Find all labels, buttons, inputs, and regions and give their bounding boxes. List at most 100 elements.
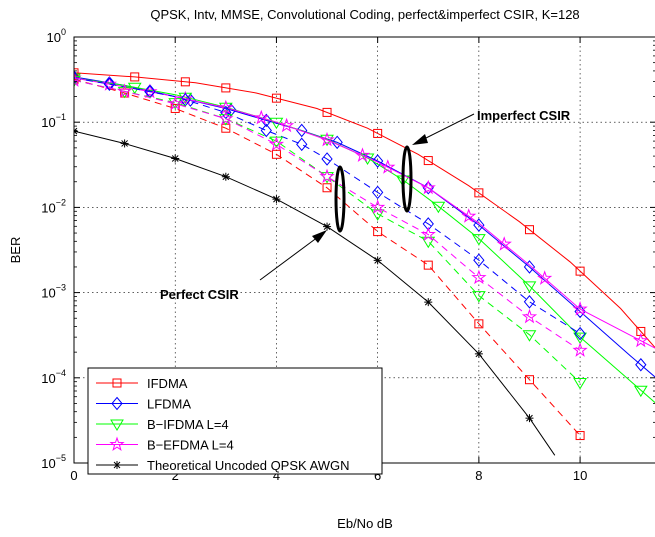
data-point-ifdma-imperfect [474,188,484,198]
y-tick-base: 10 [41,286,55,301]
perfect-csir-label: Perfect CSIR [160,287,239,302]
data-point-lfdma-imperfect [635,357,647,372]
data-point-ifdma-imperfect [74,68,79,78]
data-point-b-efdma-l-4-imperfect [537,270,553,285]
legend-marker [112,378,122,388]
y-tick-exponent: −5 [56,453,66,463]
data-point-ifdma-perfect [271,149,281,159]
data-point-lfdma-perfect [372,185,384,200]
data-point-b-efdma-l-4-perfect [319,168,335,184]
y-tick-exponent: −1 [56,112,66,122]
data-point-b-efdma-l-4-perfect [268,136,285,151]
data-point-lfdma-imperfect [523,260,536,274]
series-layer [74,68,655,456]
series-ifdma-imperfect [74,68,655,349]
y-tick-label: 10−3 [41,283,66,301]
y-tick-base: 10 [41,200,55,215]
y-tick-base: 10 [41,115,55,130]
data-point-theoretical-uncoded-qpsk-awgn-theory [373,256,382,265]
data-point-b-efdma-l-4-imperfect [354,147,371,162]
series-line-b-efdma-l-4-imperfect [74,77,655,349]
legend-marker [109,436,125,452]
legend-item-b-efdma-l-4: B−EFDMA L=4 [96,436,234,453]
legend-item-b-ifdma-l-4: B−IFDMA L=4 [96,417,229,432]
data-point-theoretical-uncoded-qpsk-awgn-theory [323,222,332,231]
legend-label: IFDMA [147,376,188,391]
data-point-b-ifdma-l-4-imperfect [431,201,446,214]
data-point-b-efdma-l-4-imperfect [380,159,396,174]
data-point-b-efdma-l-4-imperfect [278,117,295,133]
data-point-lfdma-perfect [574,326,586,341]
data-point-ifdma-perfect [474,319,484,329]
y-tick-base: 10 [41,371,55,386]
data-point-b-efdma-l-4-imperfect [633,332,649,348]
y-tick-base: 10 [47,30,61,45]
annotation-perfect-csir: Perfect CSIR [160,165,346,302]
y-tick-label: 10−5 [41,453,66,471]
y-tick-exponent: −2 [56,197,66,207]
data-point-theoretical-uncoded-qpsk-awgn-theory [424,298,433,307]
data-point-theoretical-uncoded-qpsk-awgn-theory [74,127,78,136]
x-tick-label: 4 [273,468,280,483]
data-point-ifdma-imperfect [322,107,332,117]
data-point-lfdma-imperfect [473,218,485,232]
legend-label: Theoretical Uncoded QPSK AWGN [147,458,350,473]
data-point-b-efdma-l-4-perfect [370,199,386,214]
x-tick-label: 2 [172,468,179,483]
data-point-b-efdma-l-4-perfect [572,342,588,357]
data-point-b-ifdma-l-4-perfect [471,291,486,303]
data-point-ifdma-perfect [373,227,383,237]
data-point-b-efdma-l-4-perfect [521,308,538,324]
data-point-theoretical-uncoded-qpsk-awgn-theory [171,154,180,163]
data-point-b-ifdma-l-4-perfect [573,378,587,390]
data-point-b-efdma-l-4-imperfect [319,131,335,147]
data-point-b-efdma-l-4-imperfect [253,109,269,125]
y-tick-label: 10−1 [41,112,66,130]
data-point-b-ifdma-l-4-imperfect [633,385,648,398]
data-point-ifdma-imperfect [575,266,585,276]
data-point-b-efdma-l-4-imperfect [572,301,588,316]
series-line-ifdma-perfect [74,78,581,436]
series-line-b-efdma-l-4-perfect [74,79,581,351]
y-tick-exponent: 0 [61,27,66,37]
y-tick-base: 10 [41,456,55,471]
grid-lines [74,36,655,464]
x-tick-label: 8 [475,468,482,483]
data-point-ifdma-imperfect [271,93,281,103]
data-point-theoretical-uncoded-qpsk-awgn-theory [272,195,281,204]
x-axis-label: Eb/No dB [337,516,393,531]
y-tick-label: 10−2 [41,197,66,215]
data-point-b-ifdma-l-4-imperfect [471,234,486,246]
y-tick-exponent: −3 [56,283,66,293]
data-point-lfdma-perfect [296,137,308,152]
series-line-b-ifdma-l-4-perfect [74,79,581,383]
data-point-ifdma-imperfect [373,128,383,138]
data-point-b-efdma-l-4-imperfect [496,236,512,251]
x-tick-label: 6 [374,468,381,483]
legend-marker [111,396,123,411]
legend-item-theoretical-uncoded-qpsk-awgn: Theoretical Uncoded QPSK AWGN [96,458,350,473]
data-point-ifdma-perfect [524,375,534,385]
legend-label: B−EFDMA L=4 [147,438,234,453]
data-point-ifdma-imperfect [524,225,534,235]
y-axis-label: BER [8,237,23,264]
data-point-b-efdma-l-4-perfect [420,226,436,242]
perfect-csir-ellipse [334,165,346,233]
data-point-b-efdma-l-4-perfect [167,95,183,111]
x-tick-label: 10 [573,468,587,483]
data-point-lfdma-perfect [473,253,485,267]
data-point-b-efdma-l-4-imperfect [420,179,436,195]
data-point-theoretical-uncoded-qpsk-awgn-theory [474,349,483,358]
data-point-lfdma-perfect [321,152,333,166]
series-line-lfdma-perfect [74,77,581,335]
data-point-b-efdma-l-4-perfect [74,72,82,87]
data-point-ifdma-imperfect [180,77,190,87]
series-line-ifdma-imperfect [74,72,655,349]
data-point-ifdma-imperfect [221,83,231,93]
series-theoretical-uncoded-qpsk-awgn-theory [74,127,556,456]
y-tick-exponent: −4 [56,368,66,378]
data-point-b-efdma-l-4-imperfect [142,83,158,99]
data-point-b-efdma-l-4-imperfect [461,208,477,223]
data-point-ifdma-perfect [423,260,433,270]
